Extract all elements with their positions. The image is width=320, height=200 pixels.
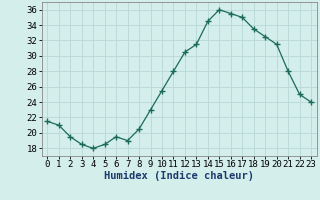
X-axis label: Humidex (Indice chaleur): Humidex (Indice chaleur)	[104, 171, 254, 181]
